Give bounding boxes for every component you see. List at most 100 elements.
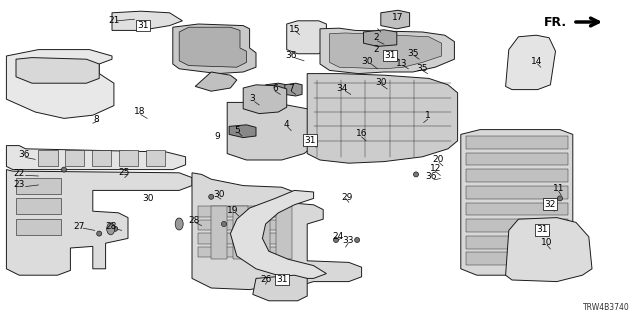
Text: TRW4B3740: TRW4B3740	[583, 303, 630, 312]
Polygon shape	[506, 35, 556, 90]
Polygon shape	[466, 136, 568, 149]
Text: 8: 8	[93, 115, 99, 124]
Text: 2: 2	[374, 45, 379, 54]
Text: 35: 35	[417, 64, 428, 73]
Polygon shape	[38, 150, 58, 166]
Circle shape	[413, 172, 419, 177]
Text: 15: 15	[289, 25, 301, 34]
Text: 31: 31	[304, 136, 316, 145]
Text: 29: 29	[342, 193, 353, 202]
Polygon shape	[119, 150, 138, 166]
Text: 17: 17	[392, 13, 404, 22]
Polygon shape	[255, 206, 270, 259]
Polygon shape	[287, 21, 326, 54]
Polygon shape	[364, 30, 397, 46]
Text: 6: 6	[273, 84, 278, 93]
Text: 30: 30	[362, 57, 373, 66]
Text: 1: 1	[425, 111, 430, 120]
Text: 36: 36	[19, 150, 30, 159]
Polygon shape	[466, 236, 568, 249]
Polygon shape	[16, 219, 61, 235]
Text: 12: 12	[429, 164, 441, 173]
Polygon shape	[381, 10, 410, 29]
Text: 32: 32	[545, 200, 556, 209]
Text: 25: 25	[118, 168, 130, 177]
Polygon shape	[466, 203, 568, 215]
Text: 20: 20	[432, 155, 444, 164]
Text: 16: 16	[356, 129, 367, 138]
Polygon shape	[16, 58, 99, 83]
Circle shape	[177, 218, 182, 223]
Polygon shape	[330, 33, 442, 69]
Text: 30: 30	[376, 78, 387, 87]
Circle shape	[209, 194, 214, 199]
Text: 10: 10	[541, 238, 553, 247]
Polygon shape	[229, 125, 256, 138]
Polygon shape	[211, 206, 227, 259]
Text: 23: 23	[13, 180, 25, 189]
Polygon shape	[198, 220, 291, 230]
Polygon shape	[230, 190, 326, 278]
Polygon shape	[112, 11, 182, 30]
Polygon shape	[6, 50, 114, 118]
Polygon shape	[461, 130, 573, 275]
Text: 3: 3	[250, 94, 255, 103]
Polygon shape	[466, 219, 568, 232]
Circle shape	[333, 237, 339, 243]
Text: 9: 9	[215, 132, 220, 141]
Ellipse shape	[107, 223, 115, 235]
Text: 30: 30	[213, 190, 225, 199]
Text: 7: 7	[289, 84, 294, 93]
Polygon shape	[253, 275, 307, 301]
Polygon shape	[276, 206, 292, 259]
Polygon shape	[198, 233, 291, 244]
Text: 31: 31	[276, 275, 288, 284]
Polygon shape	[16, 198, 61, 214]
Polygon shape	[285, 83, 302, 96]
Polygon shape	[466, 186, 568, 199]
Text: 2: 2	[373, 33, 378, 42]
Polygon shape	[6, 170, 192, 275]
Polygon shape	[195, 72, 237, 91]
Circle shape	[557, 196, 563, 201]
Polygon shape	[506, 218, 592, 282]
Text: 28: 28	[105, 222, 116, 231]
Text: 13: 13	[396, 59, 408, 68]
Ellipse shape	[175, 218, 183, 230]
Text: 33: 33	[342, 236, 354, 245]
Circle shape	[61, 167, 67, 172]
Polygon shape	[227, 102, 317, 160]
Text: 14: 14	[531, 57, 542, 66]
Text: 21: 21	[108, 16, 120, 25]
Text: 24: 24	[332, 232, 344, 241]
Text: 34: 34	[336, 84, 348, 93]
Polygon shape	[307, 74, 458, 163]
Circle shape	[545, 231, 550, 236]
Text: 26: 26	[260, 275, 271, 284]
Polygon shape	[466, 252, 568, 265]
Text: 4: 4	[284, 120, 289, 129]
Text: 22: 22	[13, 169, 25, 178]
Text: 27: 27	[73, 222, 84, 231]
Polygon shape	[320, 28, 454, 74]
Polygon shape	[65, 150, 84, 166]
Text: 31: 31	[137, 21, 148, 30]
Polygon shape	[16, 178, 61, 194]
Text: 11: 11	[553, 184, 564, 193]
Text: 30: 30	[143, 194, 154, 203]
Polygon shape	[92, 150, 111, 166]
Polygon shape	[466, 153, 568, 165]
Polygon shape	[198, 206, 291, 217]
Circle shape	[97, 231, 102, 236]
Polygon shape	[192, 173, 362, 290]
Polygon shape	[179, 27, 246, 67]
Polygon shape	[466, 169, 568, 182]
Text: 19: 19	[227, 206, 238, 215]
Polygon shape	[266, 83, 287, 96]
Circle shape	[113, 226, 118, 231]
Text: 36: 36	[425, 172, 436, 181]
Circle shape	[355, 237, 360, 243]
Polygon shape	[173, 24, 256, 74]
Polygon shape	[198, 247, 291, 257]
Polygon shape	[146, 150, 165, 166]
